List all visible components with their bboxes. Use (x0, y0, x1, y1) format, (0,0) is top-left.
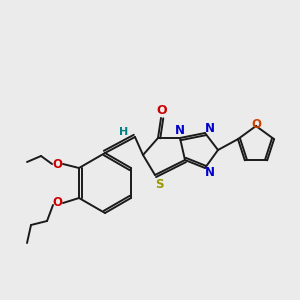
Text: N: N (205, 166, 215, 178)
Text: H: H (119, 127, 129, 137)
Text: S: S (155, 178, 163, 190)
Text: N: N (205, 122, 215, 136)
Text: O: O (251, 118, 261, 131)
Text: O: O (52, 158, 62, 170)
Text: O: O (52, 196, 62, 209)
Text: N: N (175, 124, 185, 137)
Text: O: O (157, 103, 167, 116)
